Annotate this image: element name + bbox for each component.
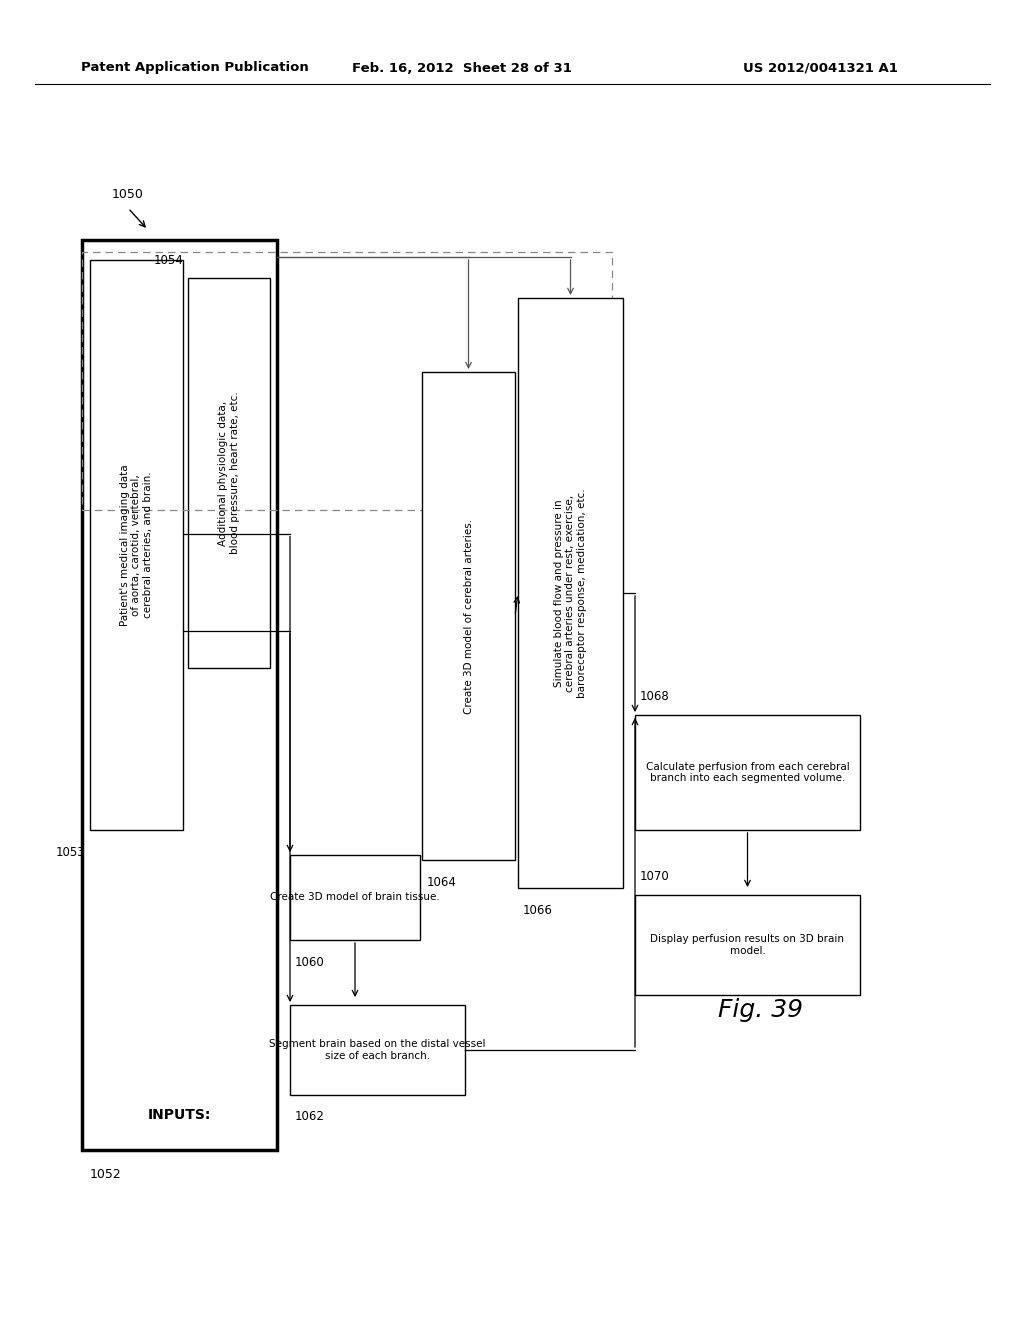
Text: 1053: 1053 <box>55 846 85 858</box>
Text: 1052: 1052 <box>90 1168 122 1181</box>
Bar <box>422 372 515 861</box>
Bar <box>518 298 623 888</box>
Text: Patent Application Publication: Patent Application Publication <box>81 62 309 74</box>
Bar <box>82 240 278 1150</box>
Text: Display perfusion results on 3D brain
model.: Display perfusion results on 3D brain mo… <box>650 935 845 956</box>
Text: Patient's medical imaging data
of aorta, carotid, vertebral,
cerebral arteries, : Patient's medical imaging data of aorta,… <box>120 465 154 626</box>
Bar <box>635 895 860 995</box>
Bar <box>82 252 612 510</box>
Text: 1060: 1060 <box>295 956 325 969</box>
Text: 1064: 1064 <box>427 875 457 888</box>
Bar <box>290 1005 465 1096</box>
Text: 1054: 1054 <box>154 253 183 267</box>
Text: Simulate blood flow and pressure in
cerebral arteries under rest, exercise,
baro: Simulate blood flow and pressure in cere… <box>554 488 587 698</box>
Text: Fig. 39: Fig. 39 <box>718 998 803 1022</box>
Text: 1050: 1050 <box>112 189 144 202</box>
Bar <box>635 715 860 830</box>
Bar <box>290 855 420 940</box>
Bar <box>188 279 270 668</box>
Text: US 2012/0041321 A1: US 2012/0041321 A1 <box>742 62 897 74</box>
Text: Segment brain based on the distal vessel
size of each branch.: Segment brain based on the distal vessel… <box>269 1039 485 1061</box>
Text: Feb. 16, 2012  Sheet 28 of 31: Feb. 16, 2012 Sheet 28 of 31 <box>352 62 572 74</box>
Text: Calculate perfusion from each cerebral
branch into each segmented volume.: Calculate perfusion from each cerebral b… <box>645 762 849 783</box>
Text: Additional physiologic data,
blood pressure, heart rate, etc.: Additional physiologic data, blood press… <box>218 392 240 554</box>
Text: 1070: 1070 <box>640 870 670 883</box>
Text: 1062: 1062 <box>295 1110 325 1123</box>
Text: INPUTS:: INPUTS: <box>147 1107 211 1122</box>
Text: Create 3D model of brain tissue.: Create 3D model of brain tissue. <box>270 892 440 903</box>
Text: 1066: 1066 <box>523 903 553 916</box>
Bar <box>90 260 183 830</box>
Text: Create 3D model of cerebral arteries.: Create 3D model of cerebral arteries. <box>464 519 473 714</box>
Text: 1068: 1068 <box>640 690 670 704</box>
